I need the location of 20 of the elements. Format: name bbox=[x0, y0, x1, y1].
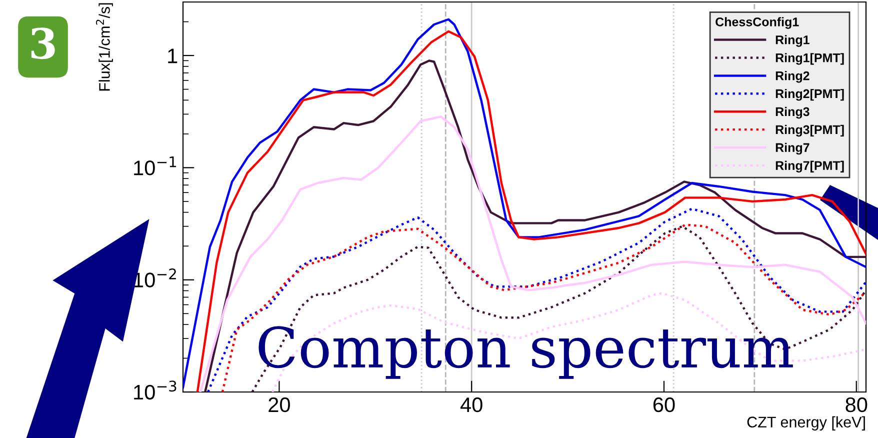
y-tick-label: 10$^{−3}$ bbox=[134, 380, 176, 400]
y-axis-title: Flux[1/cm$^{2}$/s] bbox=[96, 3, 113, 91]
legend-label: Ring1[PMT] bbox=[776, 53, 844, 65]
x-tick-label: 40 bbox=[460, 397, 482, 412]
legend-label: Ring7[PMT] bbox=[776, 160, 844, 173]
legend-label: Ring3 bbox=[776, 106, 810, 119]
legend-label: Ring1 bbox=[776, 35, 810, 47]
x-tick-label: 20 bbox=[268, 397, 290, 412]
x-tick-label: 60 bbox=[653, 397, 675, 412]
y-tick-label: 1 bbox=[168, 48, 178, 64]
legend-label: Ring7 bbox=[776, 142, 810, 155]
legend-label: Ring3[PMT] bbox=[776, 124, 844, 137]
legend-title: ChessConfig1 bbox=[716, 17, 799, 29]
legend-label: Ring2[PMT] bbox=[776, 88, 844, 101]
x-axis-title: CZT energy [keV] bbox=[747, 416, 865, 431]
x-tick-label: 80 bbox=[846, 397, 868, 412]
y-tick-label: 10$^{−1}$ bbox=[134, 156, 176, 176]
annotation: Compton spectrum bbox=[258, 326, 793, 379]
legend-label: Ring2 bbox=[776, 71, 810, 83]
text: 3 bbox=[31, 28, 55, 60]
